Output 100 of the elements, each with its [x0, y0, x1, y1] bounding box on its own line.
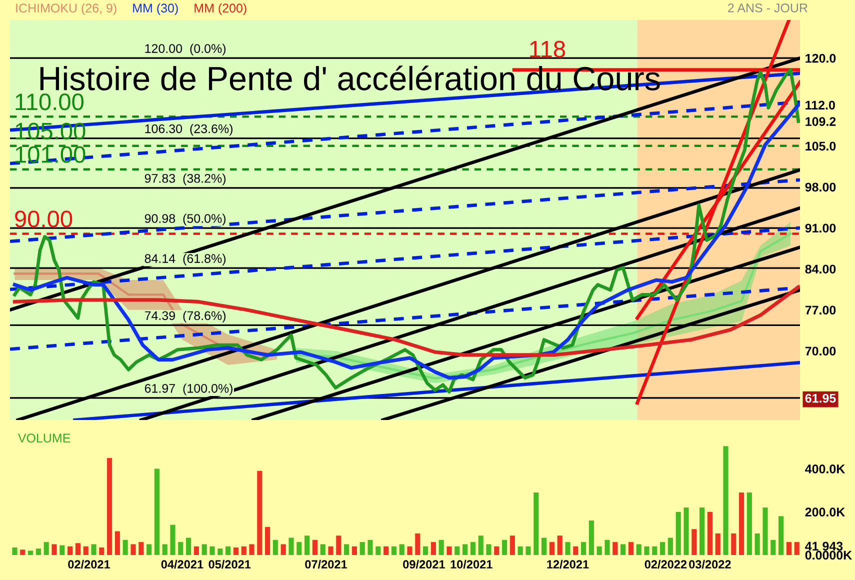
bar — [636, 544, 642, 555]
bar — [384, 546, 389, 555]
bar — [526, 546, 531, 555]
x-tick-label: 07/2021 — [305, 560, 348, 569]
bar — [565, 542, 570, 555]
bar — [344, 544, 350, 555]
bar — [20, 550, 26, 555]
bar — [415, 533, 420, 555]
bar — [376, 546, 381, 555]
bar — [44, 542, 49, 555]
bar — [170, 524, 176, 555]
bar — [36, 548, 41, 555]
y-tick-label: 41 943 — [805, 542, 843, 551]
x-tick-label: 02/2022 — [644, 560, 687, 569]
bar — [12, 547, 18, 555]
bar — [391, 546, 396, 555]
bar — [210, 546, 215, 555]
y-tick-label: 70.00 — [805, 346, 836, 356]
bar — [707, 512, 712, 555]
bar — [226, 546, 231, 555]
bar — [28, 550, 34, 555]
bar — [304, 536, 310, 555]
y-tick-label: 61.95 — [805, 394, 836, 403]
bar — [534, 492, 539, 555]
bar — [368, 540, 373, 555]
bar — [446, 546, 452, 555]
y-tick-label: 112.0 — [806, 100, 835, 110]
bar — [652, 546, 658, 555]
bar — [684, 508, 689, 555]
y-tick-label: 105.0 — [806, 142, 836, 151]
bar — [241, 546, 246, 555]
bar — [581, 542, 586, 555]
bar — [146, 544, 152, 555]
bar — [249, 544, 254, 555]
bar — [399, 544, 404, 555]
bar — [423, 546, 428, 555]
bar — [660, 542, 666, 555]
annotation: 118 — [530, 40, 565, 58]
x-tick-label: 10/2021 — [450, 560, 492, 569]
x-tick-label: 09/2021 — [403, 560, 445, 569]
bar — [233, 547, 238, 555]
bar — [604, 540, 610, 555]
bar — [596, 546, 602, 555]
ref-line-label: 106.30 (23.6%) — [145, 124, 232, 136]
x-tick-label: 04/2021 — [161, 560, 204, 569]
ref-line-label: 84.14 (61.8%) — [144, 254, 226, 266]
bar — [68, 546, 73, 555]
bar — [107, 458, 112, 555]
bar — [754, 533, 760, 555]
bar — [178, 542, 184, 555]
bar — [328, 546, 334, 555]
y-tick-label: 84.00 — [805, 264, 836, 274]
bar — [99, 547, 104, 555]
bar — [75, 543, 80, 555]
bar — [557, 536, 562, 555]
y-tick-label: 400.0K — [805, 464, 846, 474]
x-tick-label: 05/2021 — [208, 560, 251, 569]
bar — [114, 531, 120, 555]
bar — [700, 508, 705, 555]
bar — [280, 544, 286, 555]
bar — [692, 529, 697, 555]
bar — [438, 540, 444, 555]
x-tick-label: 03/2022 — [689, 560, 731, 569]
bar — [91, 544, 96, 555]
chart-title: VOLUME — [18, 434, 70, 443]
bar — [202, 544, 207, 555]
bar — [620, 544, 626, 555]
bar — [612, 542, 618, 555]
bar — [130, 544, 136, 555]
bar — [454, 546, 460, 555]
bar — [549, 542, 554, 555]
bar — [320, 544, 326, 555]
bar — [478, 536, 484, 555]
bar — [336, 536, 342, 555]
bar — [352, 546, 357, 555]
bar — [470, 542, 476, 555]
bar — [265, 526, 270, 555]
y-tick-label: 120.0 — [806, 54, 836, 63]
bar — [462, 544, 468, 555]
ref-line-label: 101.00 — [16, 146, 86, 163]
bar — [52, 544, 57, 555]
bar — [83, 546, 88, 555]
ref-line-label: 90.00 — [15, 210, 72, 228]
chart-subtitle: 2 ANS - JOUR — [728, 4, 808, 12]
bar — [739, 492, 744, 555]
y-tick-label: 98.00 — [805, 182, 836, 192]
y-tick-label: 91.00 — [805, 224, 836, 233]
ref-line-label: 74.39 (78.6%) — [144, 310, 226, 323]
bar — [272, 540, 278, 555]
bar — [194, 546, 199, 555]
bar — [296, 542, 302, 555]
bar — [510, 536, 515, 555]
bar — [312, 540, 318, 555]
y-tick-label: 200.0K — [805, 508, 846, 517]
bar — [715, 533, 720, 555]
ref-line-label: 61.97 (100.0%) — [144, 384, 232, 396]
bar — [360, 542, 365, 555]
bar — [794, 542, 800, 555]
bar — [138, 542, 144, 555]
ref-line-label: 110.00 — [16, 93, 84, 110]
